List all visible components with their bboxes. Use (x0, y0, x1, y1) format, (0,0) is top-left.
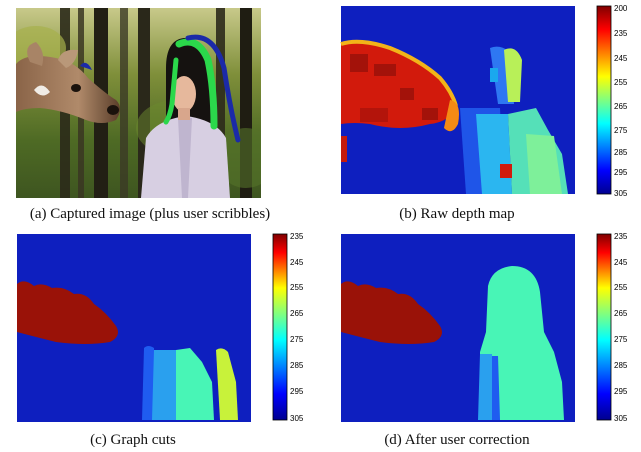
caption-d: (d) After user correction (384, 432, 530, 448)
colorbar-c-tick: 265 (290, 309, 304, 318)
colorbar-b-tick: 275 (614, 126, 628, 135)
colorbar-d-tick: 305 (614, 414, 628, 423)
panel-after-correction: 235 245 255 265 275 285 295 305 (340, 232, 640, 424)
colorbar-d-tick: 235 (614, 232, 628, 241)
colorbar-c-tick: 235 (290, 232, 304, 241)
colorbar-b-tick: 285 (614, 148, 628, 157)
caption-a: (a) Captured image (plus user scribbles) (29, 206, 271, 222)
colorbar-d (596, 233, 612, 421)
colorbar-b-tick: 255 (614, 78, 628, 87)
person-segment (480, 266, 564, 420)
colorbar-b-tick: 265 (614, 102, 628, 111)
panel-raw-depth-map: 200 235 245 255 265 275 285 295 305 (340, 4, 640, 200)
panel-captured-image (16, 8, 261, 198)
colorbar-c-tick: 285 (290, 361, 304, 370)
colorbar-b-tick: 295 (614, 168, 628, 177)
colorbar-c-tick: 275 (290, 335, 304, 344)
caption-c: (c) Graph cuts (90, 432, 176, 448)
colorbar-c-tick: 245 (290, 258, 304, 267)
colorbar-d-tick: 285 (614, 361, 628, 370)
blue-scribble (185, 34, 241, 143)
green-scribble (175, 38, 218, 130)
graph-cuts-depth-map: 235 245 255 265 275 285 295 305 (17, 232, 304, 423)
caption-b: (b) Raw depth map (399, 206, 515, 222)
colorbar-d-tick: 245 (614, 258, 628, 267)
colorbar-c-tick: 255 (290, 283, 304, 292)
captured-image (16, 8, 261, 198)
colorbar-d-tick: 295 (614, 387, 628, 396)
panel-graph-cuts: 235 245 255 265 275 285 295 305 (16, 232, 316, 424)
colorbar-b-tick: 200 (614, 4, 628, 13)
colorbar-b-tick: 305 (614, 189, 628, 198)
colorbar-b (596, 5, 612, 195)
colorbar-c-tick: 295 (290, 387, 304, 396)
colorbar-b-tick: 245 (614, 54, 628, 63)
colorbar-c (272, 233, 288, 421)
deer-head (16, 56, 120, 123)
deer-segment (17, 281, 118, 344)
colorbar-b-tick: 235 (614, 29, 628, 38)
colorbar-d-tick: 265 (614, 309, 628, 318)
colorbar-c-tick: 305 (290, 414, 304, 423)
colorbar-d-tick: 275 (614, 335, 628, 344)
deer-segment (341, 281, 442, 344)
colorbar-d-tick: 255 (614, 283, 628, 292)
raw-depth-map: 200 235 245 255 265 275 285 295 305 (340, 4, 628, 198)
corrected-depth-map: 235 245 255 265 275 285 295 305 (341, 232, 628, 423)
